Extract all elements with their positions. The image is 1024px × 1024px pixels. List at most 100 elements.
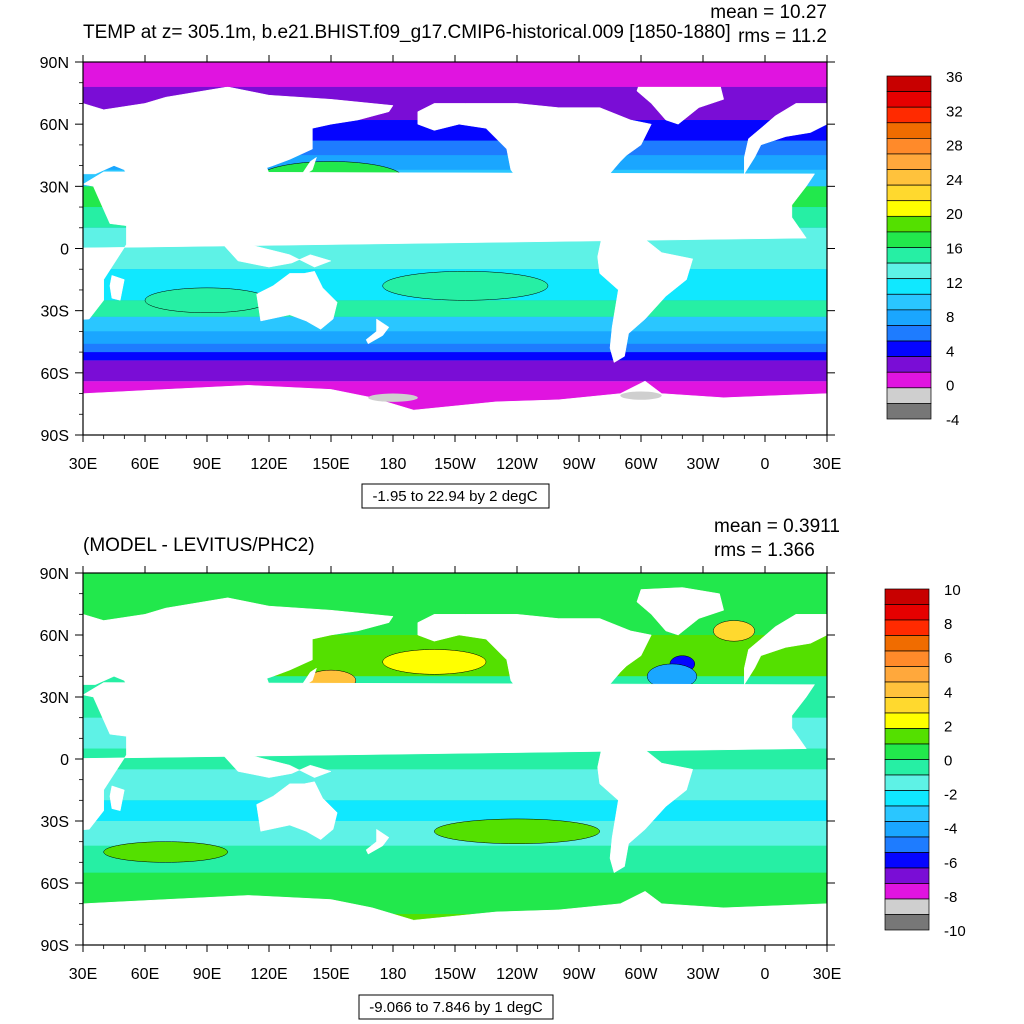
land-europe xyxy=(744,614,827,686)
bottom-panel: (MODEL - LEVITUS/PHC2) mean = 0.3911 rms… xyxy=(40,516,966,1020)
colorbar-label: 32 xyxy=(946,103,963,120)
bottom-range-text: -9.066 to 7.846 by 1 degC xyxy=(369,999,543,1016)
top-map xyxy=(83,62,827,435)
colorbar-box xyxy=(886,309,932,326)
lat-tick-label: 60N xyxy=(40,628,69,645)
lat-tick-label: 30S xyxy=(41,304,69,321)
colorbar-box xyxy=(884,635,930,652)
top-landmasses xyxy=(83,76,827,435)
land-madagascar xyxy=(109,275,125,301)
lat-tick-label: 30N xyxy=(40,179,69,196)
colorbar-box xyxy=(884,836,930,853)
colorbar-label: -8 xyxy=(944,889,957,906)
colorbar-label: 8 xyxy=(944,616,952,633)
field-anomaly xyxy=(713,620,755,642)
land-africa xyxy=(83,171,816,320)
lon-tick-label: 90E xyxy=(193,456,221,473)
colorbar-box xyxy=(884,821,930,838)
lon-tick-label: 180 xyxy=(380,966,407,983)
colorbar-box xyxy=(884,712,930,729)
land-japan xyxy=(289,156,317,183)
colorbar-box xyxy=(884,898,930,915)
colorbar-label: 24 xyxy=(946,172,963,189)
lon-tick-label: 30E xyxy=(69,966,97,983)
land-africa xyxy=(83,682,816,831)
colorbar-label: -2 xyxy=(944,787,957,804)
lat-tick-label: 90S xyxy=(41,938,69,955)
colorbar-label: 2 xyxy=(944,718,952,735)
colorbar-label: -10 xyxy=(944,923,966,940)
colorbar-box xyxy=(886,356,932,373)
sea-ice-patch xyxy=(620,391,662,400)
sea-ice-patch xyxy=(368,393,418,402)
field-anomaly xyxy=(103,841,228,863)
lon-tick-label: 90W xyxy=(563,966,597,983)
colorbar-box xyxy=(884,743,930,760)
lon-tick-label: 30E xyxy=(69,456,97,473)
lat-tick-label: 30S xyxy=(41,814,69,831)
lon-tick-label: 150E xyxy=(312,966,349,983)
lat-tick-label: 30N xyxy=(40,690,69,707)
colorbar-box xyxy=(886,371,932,389)
colorbar-box xyxy=(884,774,930,791)
lat-tick-label: 0 xyxy=(60,752,69,769)
land-eurasia xyxy=(83,86,394,248)
land-samerica xyxy=(597,736,694,874)
land-indonesia xyxy=(217,237,332,268)
lat-tick-label: 90N xyxy=(40,566,69,583)
colorbar-box xyxy=(884,883,930,900)
lon-tick-label: 120W xyxy=(496,966,539,983)
land-namerica xyxy=(417,614,652,745)
colorbar-box xyxy=(884,852,930,869)
field-band xyxy=(83,769,827,801)
colorbar-box xyxy=(884,681,930,698)
land-samerica xyxy=(597,225,694,363)
colorbar-label: 0 xyxy=(944,753,952,770)
top-mean: mean = 10.27 xyxy=(710,2,827,23)
colorbar-box xyxy=(886,340,932,357)
colorbar-label: -4 xyxy=(946,412,959,429)
field-gyre xyxy=(382,271,549,301)
colorbar-box xyxy=(884,619,930,636)
colorbar-box xyxy=(886,138,932,155)
colorbar-box xyxy=(886,75,932,92)
lat-tick-label: 60S xyxy=(41,366,69,383)
lon-tick-label: 150E xyxy=(312,456,349,473)
colorbar-label: 10 xyxy=(944,582,961,599)
colorbar-label: 28 xyxy=(946,138,963,155)
lon-tick-label: 150W xyxy=(434,966,477,983)
colorbar-box xyxy=(884,650,930,667)
colorbar-label: 0 xyxy=(946,378,954,395)
colorbar-box xyxy=(886,153,932,170)
top-panel: TEMP at z= 305.1m, b.e21.BHIST.f09_g17.C… xyxy=(40,2,963,509)
bottom-colorbar: 10 8 6 4 2 0 -2 -4 -6 -8 -10 xyxy=(884,582,966,940)
colorbar-box xyxy=(884,588,930,605)
lon-tick-label: 120E xyxy=(250,456,287,473)
colorbar-box xyxy=(886,247,932,264)
lon-tick-label: 60W xyxy=(625,456,659,473)
field-band xyxy=(83,331,827,344)
top-range-box: -1.95 to 22.94 by 2 degC xyxy=(361,483,550,509)
lon-tick-label: 180 xyxy=(380,456,407,473)
colorbar-label: -4 xyxy=(944,821,957,838)
lon-tick-label: 0 xyxy=(761,456,770,473)
lon-tick-label: 120E xyxy=(250,966,287,983)
bottom-range-box: -9.066 to 7.846 by 1 degC xyxy=(358,994,554,1020)
colorbar-label: 4 xyxy=(944,684,952,701)
land-madagascar xyxy=(109,785,125,812)
bottom-axis-ticks: 30E 60E 90E 120E 150E 180 150W 120W 90W 60W 30W 0 30… xyxy=(40,566,841,983)
land-indonesia xyxy=(217,748,332,778)
top-axis-ticks: 30E 60E 90E 120E 150E 180 150W 120W 90W 60W 30W 0 30… xyxy=(40,55,841,473)
bottom-mean: mean = 0.3911 xyxy=(714,516,840,537)
colorbar-label: 4 xyxy=(946,343,954,360)
colorbar-box xyxy=(884,790,930,807)
colorbar-box xyxy=(886,262,932,280)
land-nz xyxy=(365,318,390,345)
field-anomaly xyxy=(382,649,487,675)
lon-tick-label: 30E xyxy=(813,966,841,983)
land-antarctica xyxy=(83,891,827,945)
land-eurasia xyxy=(83,597,394,758)
colorbar-label: 8 xyxy=(946,309,954,326)
colorbar-box xyxy=(886,387,932,404)
